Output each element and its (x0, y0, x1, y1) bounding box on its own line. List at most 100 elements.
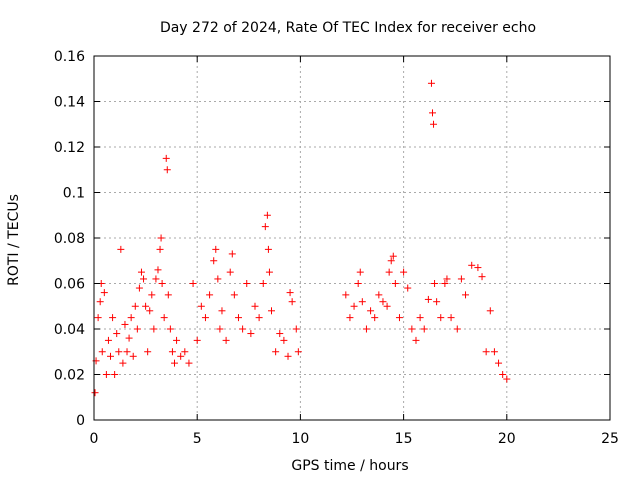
data-point (346, 314, 354, 322)
data-point (152, 275, 160, 283)
data-point (115, 348, 123, 356)
data-point (379, 298, 387, 306)
data-point (482, 348, 490, 356)
data-point (133, 325, 141, 333)
data-point (408, 325, 416, 333)
data-point (160, 314, 168, 322)
data-point (430, 120, 438, 128)
data-point (104, 336, 112, 344)
y-tick-label: 0.16 (54, 49, 85, 65)
data-point (131, 302, 139, 310)
y-tick-label: 0.14 (54, 95, 85, 111)
data-point (280, 336, 288, 344)
data-point (431, 280, 439, 287)
data-point (474, 264, 482, 272)
data-point (222, 336, 230, 344)
data-point (259, 280, 267, 287)
data-point (362, 325, 370, 333)
data-point (239, 325, 247, 333)
x-tick-label: 10 (291, 431, 309, 447)
data-point (109, 314, 117, 322)
data-point (177, 352, 185, 360)
data-point (457, 275, 465, 283)
data-point (395, 314, 403, 322)
data-point (94, 314, 102, 322)
data-point (495, 359, 503, 367)
data-point (98, 348, 106, 356)
data-point (210, 257, 218, 265)
data-point (420, 325, 428, 333)
data-point (135, 284, 143, 292)
x-tick-label: 0 (90, 431, 99, 447)
data-point (424, 295, 432, 303)
data-point (265, 268, 273, 276)
data-point (185, 359, 193, 367)
data-point (91, 389, 99, 397)
data-point (486, 307, 494, 315)
data-point (416, 314, 424, 322)
data-point (201, 314, 209, 322)
data-point (385, 268, 393, 276)
data-point (129, 352, 137, 360)
data-point (218, 307, 226, 315)
data-point (447, 314, 455, 322)
data-point (400, 268, 408, 276)
data-point (412, 336, 420, 344)
data-point (111, 371, 119, 378)
data-point (375, 291, 383, 299)
data-point (272, 348, 280, 356)
data-point (356, 268, 364, 276)
data-point (490, 348, 498, 356)
data-point (255, 314, 263, 322)
data-point (181, 348, 189, 356)
y-axis-label: ROTI / TECUs (6, 194, 22, 286)
x-tick-label: 20 (498, 431, 516, 447)
x-tick-label: 5 (193, 431, 202, 447)
data-point (142, 302, 150, 310)
data-point (462, 291, 470, 299)
data-point (164, 291, 172, 299)
data-point (189, 280, 197, 287)
data-point (391, 280, 399, 287)
data-point (478, 273, 486, 281)
data-point (121, 320, 129, 328)
data-point (230, 291, 238, 299)
data-point (102, 371, 110, 378)
data-point (437, 314, 445, 322)
data-point (251, 302, 259, 310)
y-tick-label: 0 (76, 413, 85, 429)
data-points (91, 79, 511, 397)
chart-title: Day 272 of 2024, Rate Of TEC Index for r… (160, 20, 536, 36)
data-point (234, 314, 242, 322)
data-point (228, 250, 236, 258)
data-point (443, 275, 451, 283)
data-point (125, 334, 133, 342)
data-point (427, 79, 435, 87)
data-point (117, 245, 125, 253)
data-point (168, 348, 176, 356)
data-point (499, 371, 507, 378)
data-point (157, 234, 165, 242)
data-point (226, 268, 234, 276)
data-point (146, 307, 154, 315)
data-point (383, 302, 391, 310)
data-point (284, 352, 292, 360)
data-point (433, 298, 441, 306)
data-point (158, 280, 166, 287)
data-point (453, 325, 461, 333)
data-point (197, 302, 205, 310)
x-axis-ticks: 0 5 10 15 20 25 (90, 56, 619, 447)
data-point (170, 359, 178, 367)
data-point (428, 109, 436, 117)
data-point (156, 245, 164, 253)
data-point (144, 348, 152, 356)
data-point (503, 375, 511, 383)
data-point (358, 298, 366, 306)
y-tick-label: 0.12 (54, 140, 85, 156)
data-point (212, 245, 220, 253)
data-point (214, 275, 222, 283)
data-point (468, 261, 476, 269)
y-tick-label: 0.08 (54, 231, 85, 247)
data-point (294, 348, 302, 356)
data-point (354, 280, 362, 287)
